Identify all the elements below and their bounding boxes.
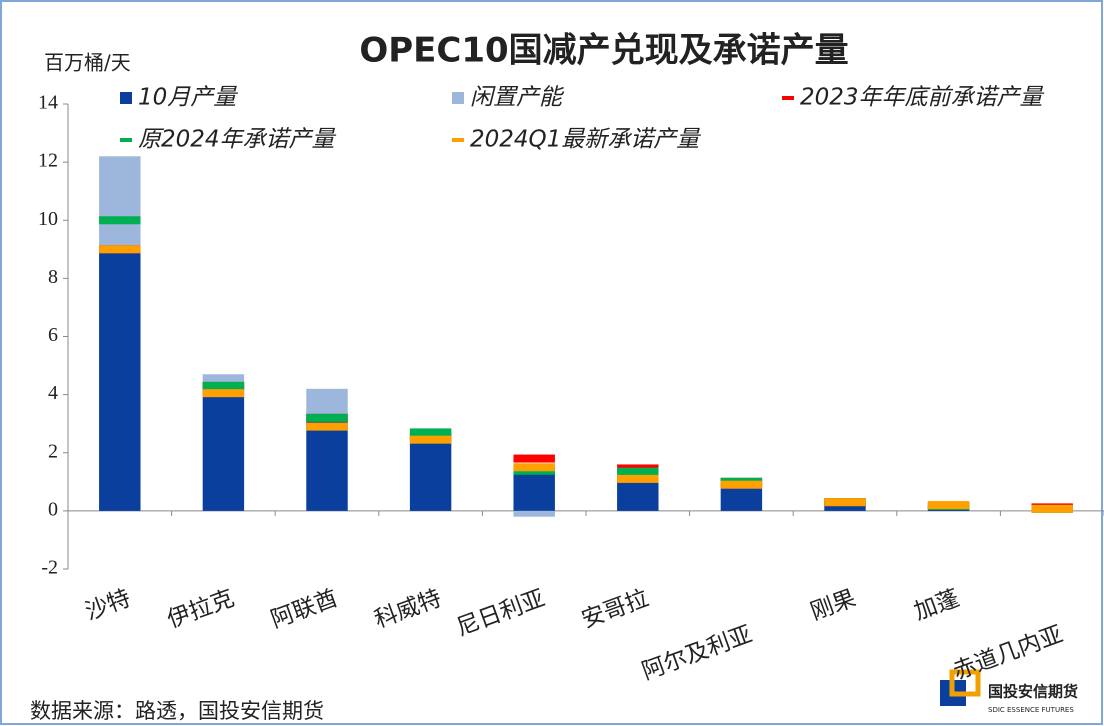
marker <box>409 428 452 437</box>
logo-sub: SDIC ESSENCE FUTURES <box>988 706 1074 714</box>
marker <box>617 467 659 476</box>
y-tick-label: 6 <box>48 324 58 346</box>
legend-label: 2024Q1最新承诺产量 <box>470 127 701 153</box>
marker <box>617 474 659 483</box>
marker <box>99 216 141 225</box>
logo: 国投安信期货 SDIC ESSENCE FUTURES <box>940 669 1078 714</box>
marker <box>720 480 763 489</box>
legend-swatch <box>120 138 132 142</box>
y-tick-label: 14 <box>38 92 58 114</box>
legend-swatch <box>782 96 794 100</box>
y-tick-label: 8 <box>48 266 58 288</box>
marker <box>202 381 245 390</box>
legend-label: 原2024年承诺产量 <box>138 127 337 153</box>
bar <box>99 156 141 250</box>
bar <box>306 388 348 418</box>
marker <box>306 413 348 422</box>
marker <box>513 454 555 463</box>
marker <box>306 422 348 431</box>
marker <box>1031 504 1073 513</box>
logo-text: 国投安信期货 <box>988 683 1078 701</box>
marker <box>927 501 970 510</box>
legend-label: 闲置产能 <box>470 85 565 111</box>
bar <box>306 417 348 511</box>
bar <box>202 374 245 386</box>
source: 数据来源：路透，国投安信期货 <box>30 699 324 723</box>
y-tick-label: 0 <box>48 498 58 520</box>
y-tick-label: 2 <box>48 440 58 462</box>
marker <box>202 389 245 398</box>
bar <box>513 510 555 517</box>
y-tick-label: 4 <box>48 382 58 404</box>
bar <box>99 249 141 511</box>
y-tick-label: 12 <box>38 150 58 172</box>
bar <box>513 470 555 511</box>
legend-label: 2023年年底前承诺产量 <box>800 85 1045 111</box>
legend-swatch <box>120 92 132 104</box>
y-tick-label: 10 <box>38 208 58 230</box>
bar <box>202 385 245 511</box>
bar <box>824 503 866 511</box>
y-tick-label: -2 <box>41 557 58 579</box>
legend-swatch <box>452 92 464 104</box>
legend-swatch <box>452 138 464 142</box>
y-axis-label: 百万桶/天 <box>44 51 131 75</box>
marker <box>99 245 141 254</box>
marker <box>824 498 866 507</box>
legend-label: 10月产量 <box>138 85 238 111</box>
logo-icon <box>949 669 981 697</box>
bar <box>409 436 452 511</box>
marker <box>409 435 452 444</box>
marker <box>513 463 555 472</box>
chart-title: OPEC10国减产兑现及承诺产量 <box>359 31 848 71</box>
